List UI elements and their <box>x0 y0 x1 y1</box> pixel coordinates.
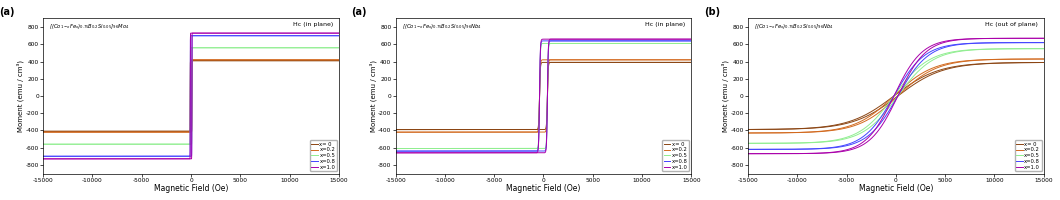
Text: (b): (b) <box>704 7 720 17</box>
Text: [(Co$_{1-x}$Fe$_x$)$_{0.75}$B$_{0.2}$Si$_{0.05}$]$_{96}$Nb$_4$: [(Co$_{1-x}$Fe$_x$)$_{0.75}$B$_{0.2}$Si$… <box>402 22 481 31</box>
Y-axis label: Moment (emu / cm³): Moment (emu / cm³) <box>369 60 376 132</box>
X-axis label: Magnetic Field (Oe): Magnetic Field (Oe) <box>154 184 228 193</box>
Text: [(Co$_{1-x}$Fe$_x$)$_{0.75}$B$_{0.2}$Si$_{0.05}$]$_{96}$Nb$_4$: [(Co$_{1-x}$Fe$_x$)$_{0.75}$B$_{0.2}$Si$… <box>754 22 834 31</box>
Legend: x= 0, x=0.2, x=0.5, x=0.8, x=1.0: x= 0, x=0.2, x=0.5, x=0.8, x=1.0 <box>662 140 689 171</box>
Text: (a): (a) <box>351 7 367 17</box>
Y-axis label: Moment (emu / cm³): Moment (emu / cm³) <box>722 60 729 132</box>
X-axis label: Magnetic Field (Oe): Magnetic Field (Oe) <box>859 184 933 193</box>
Text: Hc (in plane): Hc (in plane) <box>646 22 686 27</box>
Legend: x= 0, x=0.2, x=0.5, x=0.8, x=1.0: x= 0, x=0.2, x=0.5, x=0.8, x=1.0 <box>310 140 337 171</box>
X-axis label: Magnetic Field (Oe): Magnetic Field (Oe) <box>507 184 581 193</box>
Text: Hc (out of plane): Hc (out of plane) <box>985 22 1038 27</box>
Text: Hc (in plane): Hc (in plane) <box>293 22 333 27</box>
Text: (a): (a) <box>0 7 15 17</box>
Text: [(Co$_{1-x}$Fe$_x$)$_{0.75}$B$_{0.2}$Si$_{0.05}$]$_{96}$Mo$_4$: [(Co$_{1-x}$Fe$_x$)$_{0.75}$B$_{0.2}$Si$… <box>49 22 129 31</box>
Legend: x= 0, x=0.2, x=0.5, x=0.8, x=1.0: x= 0, x=0.2, x=0.5, x=0.8, x=1.0 <box>1014 140 1042 171</box>
Y-axis label: Moment (emu / cm³): Moment (emu / cm³) <box>17 60 24 132</box>
